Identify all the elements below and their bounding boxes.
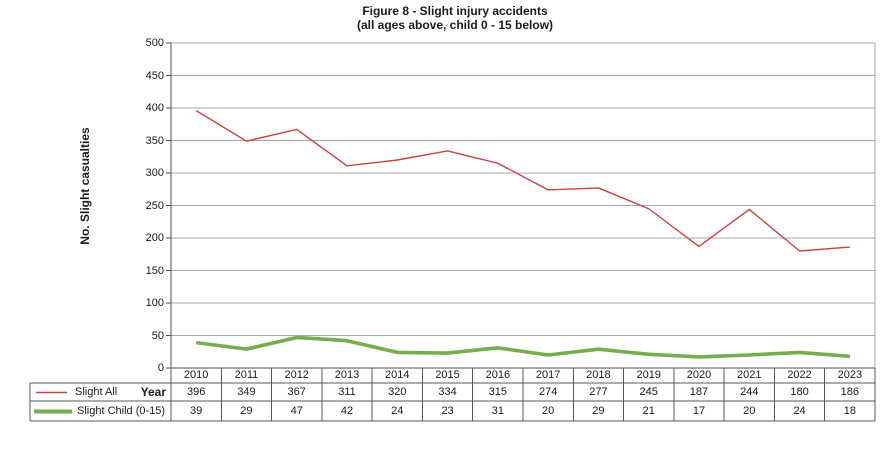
slight-all-value-cell: 274 [538,386,558,398]
year-cell: 2015 [435,369,460,381]
year-cell: 2010 [183,369,209,381]
slight-all-value-cell: 320 [388,386,407,398]
slight-all-value-cell: 315 [488,386,508,398]
slight-all-value-cell: 245 [639,386,658,398]
slight-child-value-cell: 31 [491,405,504,417]
legend-label-slight-child: Slight Child (0-15) [77,405,166,417]
y-tick-label: 400 [145,102,164,114]
year-cell: 2018 [586,369,611,381]
slight-child-value-cell: 29 [240,405,253,417]
slight-child-value-cell: 29 [592,405,605,417]
chart-title-line1: Figure 8 - Slight injury accidents [362,4,548,18]
x-axis-title: Year [140,385,166,399]
slight-all-value-cell: 277 [589,386,608,398]
slight-child-value-cell: 17 [692,405,706,417]
slight-child-value-cell: 24 [793,405,806,417]
year-cell: 2020 [686,369,712,381]
slight-child-value-cell: 20 [542,405,555,417]
slight-child-value-cell: 24 [391,405,404,417]
y-tick-label: 450 [145,69,164,82]
year-cell: 2011 [234,369,259,381]
y-tick-label: 100 [145,297,164,309]
y-tick-label: 300 [145,167,164,179]
legend-label-slight-all: Slight All [75,386,118,398]
year-cell: 2022 [787,369,812,381]
slight-all-value-cell: 186 [840,386,860,398]
y-tick-label: 250 [145,199,164,212]
slight-child-value-cell: 20 [743,405,756,417]
slight-all-value-cell: 349 [237,386,256,398]
slight-child-value-cell: 21 [642,405,655,417]
year-cell: 2012 [284,369,309,381]
y-tick-label: 500 [145,37,164,49]
slight-child-value-cell: 47 [290,405,303,417]
y-tick-label: 50 [151,329,164,342]
slight-all-value-cell: 180 [790,386,809,398]
chart-title: Figure 8 - Slight injury accidents (all … [10,4,896,32]
y-tick-label: 0 [157,362,164,374]
year-cell: 2023 [837,369,863,381]
year-cell: 2021 [737,369,762,381]
series-line-slight-child [195,335,850,359]
data-table-borders [29,368,876,422]
slight-child-value-cell: 42 [340,405,354,417]
year-cell: 2014 [385,369,410,381]
year-cell: 2017 [535,369,561,381]
y-tick-label: 200 [145,232,164,244]
slight-all-value-cell: 311 [338,386,356,398]
chart-title-line2: (all ages above, child 0 - 15 below) [356,18,554,32]
slight-all-value-cell: 396 [186,386,206,398]
gridlines [171,42,876,368]
slight-all-value-cell: 367 [287,386,306,398]
slight-child-value-cell: 18 [843,405,856,417]
slight-all-value-cell: 244 [740,386,759,398]
slight-child-value-cell: 39 [190,405,203,417]
slight-all-value-cell: 187 [689,386,709,398]
y-tick-label: 350 [145,134,164,147]
year-cell: 2013 [334,369,360,381]
y-tick-label: 150 [145,264,164,277]
slight-child-value-cell: 23 [441,405,454,417]
year-cell: 2019 [636,369,661,381]
series-line-slight-all [195,110,850,252]
year-cell: 2016 [485,369,511,381]
slight-all-value-cell: 334 [438,386,457,398]
